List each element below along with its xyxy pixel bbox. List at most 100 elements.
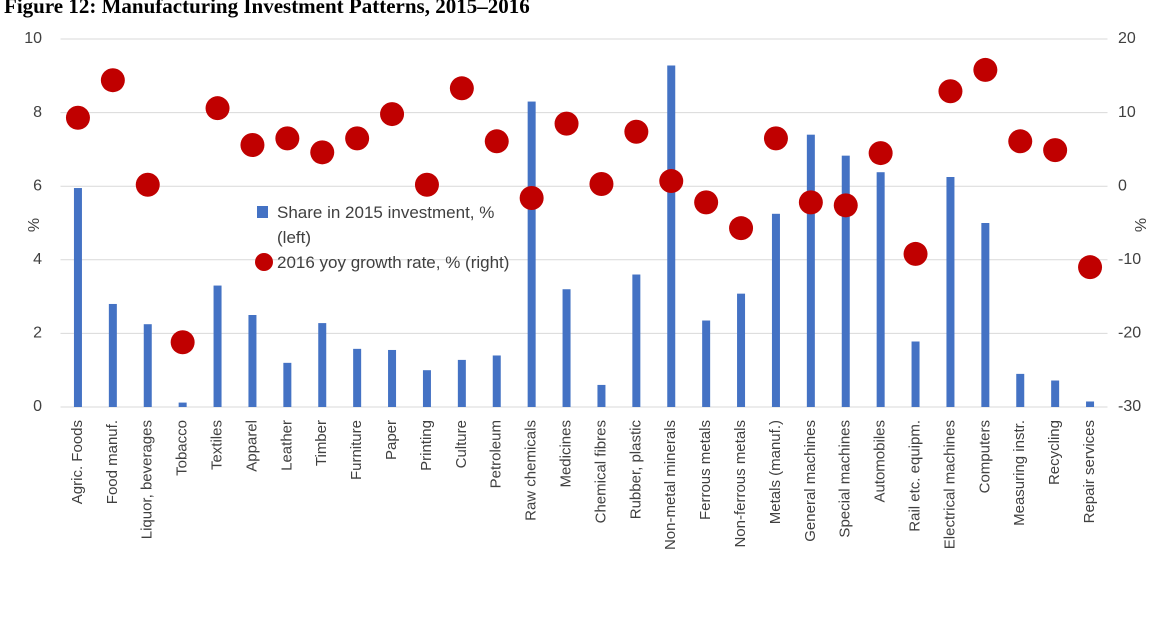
bar [911, 341, 920, 407]
bar [737, 293, 746, 407]
x-tick-label: Non-ferrous metals [732, 420, 749, 548]
x-tick-label: Metals (manuf.) [767, 420, 784, 524]
x-tick-label: Computers [976, 420, 993, 493]
x-tick-label: Medicines [558, 420, 575, 488]
dot [868, 141, 893, 166]
y-tick-label: 10 [24, 30, 42, 47]
x-tick-label: Furniture [348, 420, 365, 480]
dot [345, 126, 370, 151]
x-tick-label: Rail etc. equipm. [907, 420, 924, 532]
x-tick-label: Measuring instr. [1011, 420, 1028, 526]
bar [1086, 401, 1095, 407]
x-tick-label: Textiles [209, 420, 226, 470]
dot [833, 193, 858, 218]
x-tick-label: Non-metal minerals [662, 420, 679, 550]
x-tick-label: Culture [453, 420, 470, 468]
x-tick-label: Petroleum [488, 420, 505, 488]
y-tick-label: 8 [33, 104, 42, 121]
dot [659, 169, 684, 194]
bar [178, 402, 187, 407]
x-tick-label: Automobiles [872, 420, 889, 503]
dot [1043, 138, 1068, 163]
bar [527, 101, 536, 407]
bar [283, 362, 292, 407]
dot [170, 330, 195, 355]
bar [841, 155, 850, 407]
dot [903, 241, 928, 266]
dot [763, 126, 788, 151]
y2-tick-label: 20 [1118, 30, 1136, 47]
bar [876, 172, 885, 407]
dot [624, 119, 649, 144]
legend: Share in 2015 investment, % (left) 2016 y… [255, 200, 525, 275]
bar [422, 370, 431, 407]
chart-title: Figure 12: Manufacturing Investment Patt… [4, 0, 530, 18]
dot [694, 190, 719, 215]
y2-tick-label: 10 [1118, 104, 1136, 121]
legend-label: Share in 2015 investment, % (left) [277, 203, 495, 247]
x-tick-label: Recycling [1046, 420, 1063, 485]
dot [1008, 129, 1033, 154]
x-tick-label: Repair services [1081, 420, 1098, 523]
bar [248, 315, 257, 407]
bar [73, 188, 82, 407]
bar [632, 274, 641, 407]
bar [562, 289, 571, 407]
legend-item: Share in 2015 investment, % (left) [255, 200, 525, 250]
bar [457, 359, 466, 407]
dot [798, 190, 823, 215]
legend-item: 2016 yoy growth rate, % (right) [255, 250, 525, 275]
x-tick-label: Special machines [837, 420, 854, 538]
bar [1016, 373, 1025, 407]
bar [702, 320, 711, 407]
y-axis-label: % [26, 218, 43, 232]
dot [65, 105, 90, 130]
bar [108, 303, 117, 407]
bar [667, 65, 676, 407]
x-tick-label: Leather [278, 420, 295, 471]
dot [414, 172, 439, 197]
dot [973, 57, 998, 82]
y-tick-label: 2 [33, 325, 42, 342]
x-tick-label: Agric. Foods [69, 420, 86, 504]
dot [205, 96, 230, 121]
dot [310, 140, 335, 165]
dot [380, 102, 405, 127]
dot [484, 129, 509, 154]
dot [554, 111, 579, 136]
bar [946, 177, 955, 407]
dot [1078, 255, 1103, 280]
dot [240, 132, 265, 157]
bar [806, 134, 815, 407]
x-tick-label: Paper [383, 420, 400, 460]
x-tick-label: Timber [313, 420, 330, 466]
bar [213, 285, 222, 407]
bar [353, 348, 362, 407]
x-tick-label: Apparel [243, 420, 260, 472]
bar [492, 355, 501, 407]
legend-swatch [257, 206, 268, 218]
y2-tick-label: -20 [1118, 325, 1141, 342]
dot [589, 171, 614, 196]
x-tick-label: Ferrous metals [697, 420, 714, 520]
bar [597, 384, 606, 407]
dot [519, 185, 544, 210]
bar [1051, 380, 1060, 407]
y-tick-label: 0 [33, 398, 42, 415]
bar [143, 324, 152, 407]
dot [449, 76, 474, 101]
legend-swatch [255, 253, 273, 271]
bar [388, 349, 397, 407]
x-tick-label: General machines [802, 420, 819, 542]
dot [729, 216, 754, 241]
y-tick-label: 4 [33, 251, 42, 268]
x-tick-label: Tobacco [174, 420, 191, 476]
x-tick-label: Rubber, plastic [627, 420, 644, 520]
x-tick-label: Electrical machines [941, 420, 958, 549]
y-tick-label: 6 [33, 177, 42, 194]
bar [318, 323, 327, 407]
dot [135, 172, 160, 197]
bar [771, 213, 780, 407]
